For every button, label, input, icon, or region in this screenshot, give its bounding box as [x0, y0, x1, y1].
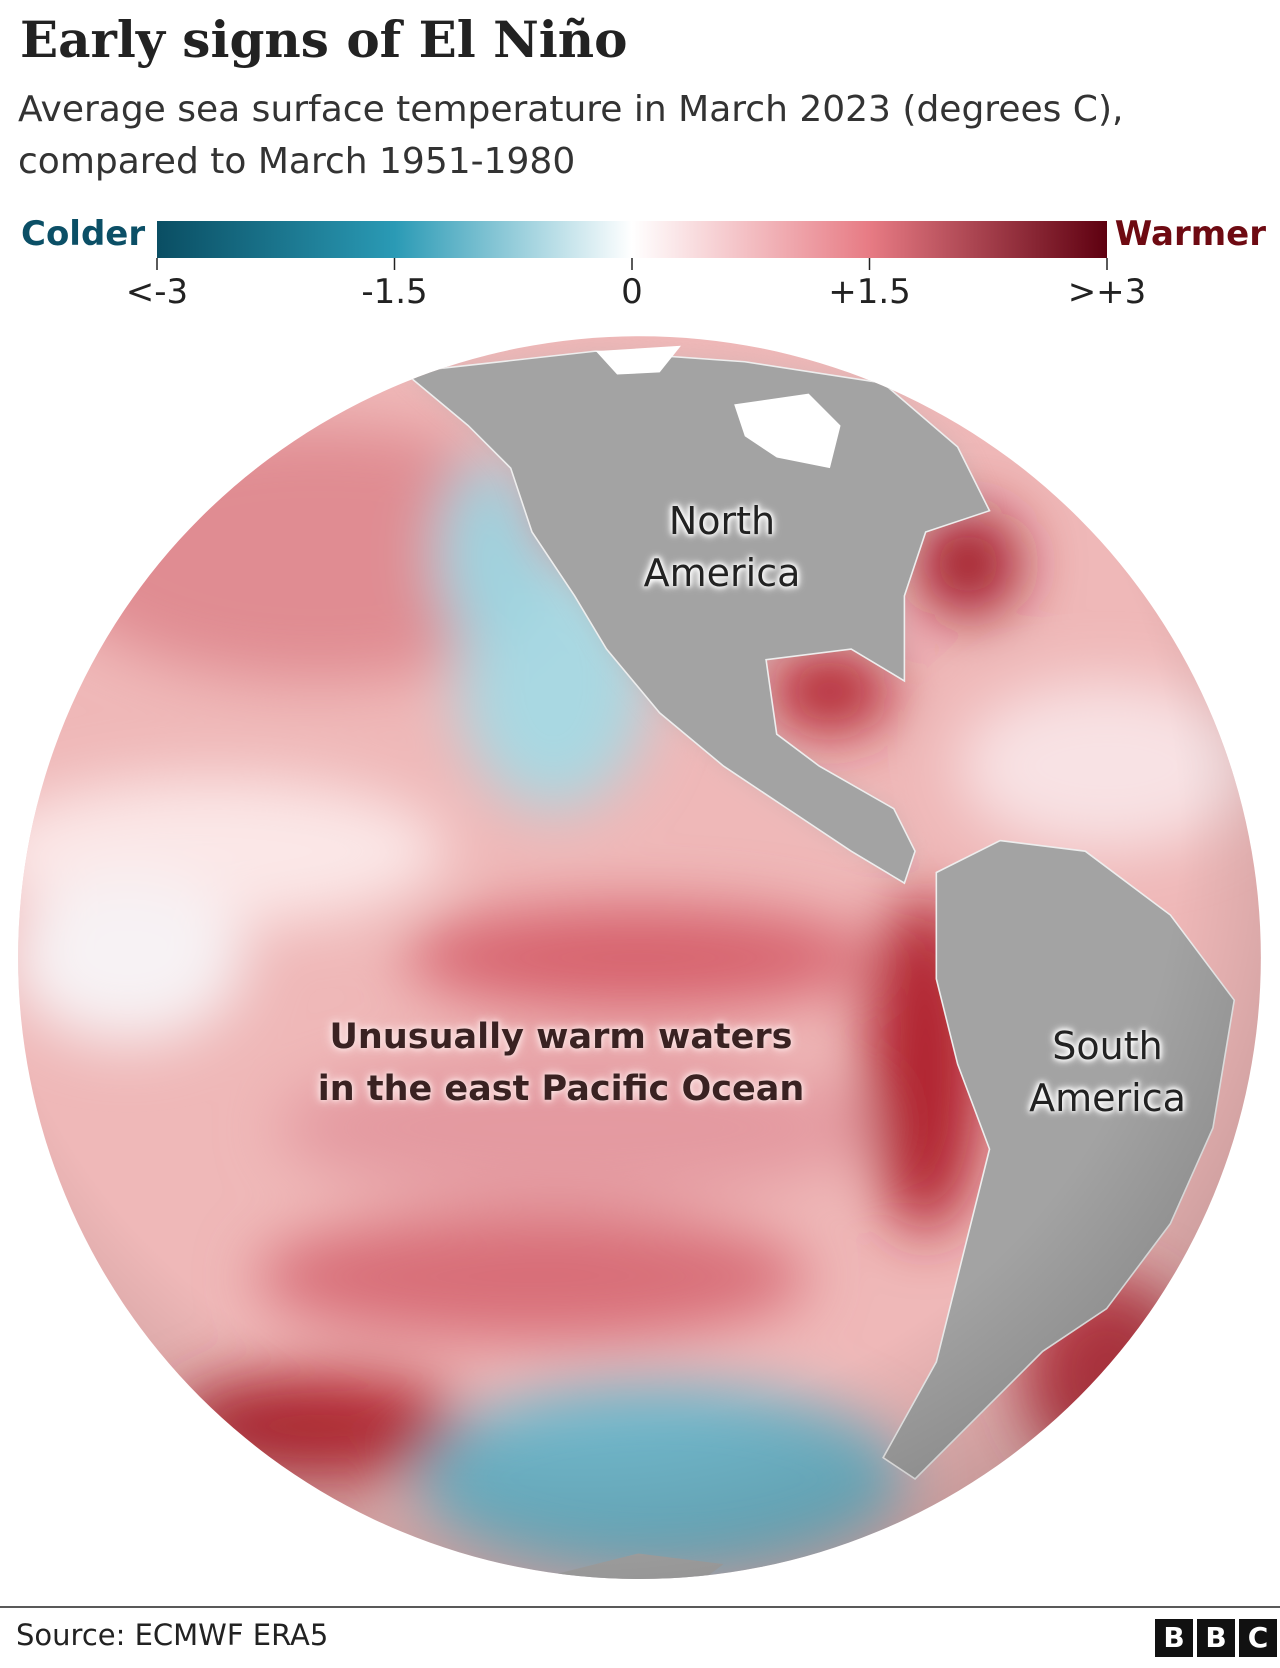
title: Early signs of El Niño [20, 10, 628, 69]
color-scale [157, 221, 1107, 258]
tick-label: <-3 [125, 272, 189, 312]
legend-right-label: Warmer [1114, 214, 1266, 254]
tick-label: 0 [621, 272, 643, 312]
logo-letter: B [1155, 1619, 1193, 1657]
logo-letter: B [1197, 1619, 1235, 1657]
tick-label: -1.5 [361, 272, 428, 312]
logo-letter: C [1239, 1619, 1277, 1657]
tick-label: >+3 [1067, 272, 1147, 312]
tick-label: +1.5 [828, 272, 911, 312]
annotation: Unusually warm waters in the east Pacifi… [317, 1017, 805, 1109]
subtitle: Average sea surface temperature in March… [18, 89, 1124, 182]
map-label: South America [1029, 1024, 1186, 1120]
map-label: North America [643, 499, 801, 595]
globe [18, 336, 1261, 1579]
legend-left-label: Colder [21, 214, 146, 254]
source: Source: ECMWF ERA5 [16, 1618, 329, 1652]
